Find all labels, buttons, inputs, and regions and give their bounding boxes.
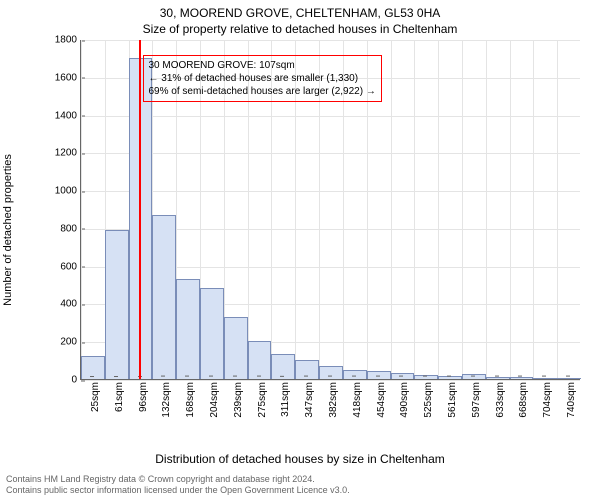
y-tick-label: 1200 xyxy=(55,148,81,159)
gridline-h xyxy=(81,40,580,41)
x-tick-label: 275sqm xyxy=(257,379,268,418)
x-tick-label: 704sqm xyxy=(542,379,553,418)
x-tick-label: 525sqm xyxy=(423,379,434,418)
y-tick-label: 0 xyxy=(71,375,81,386)
histogram-bar xyxy=(105,230,129,379)
y-tick-label: 200 xyxy=(60,337,81,348)
gridline-v xyxy=(486,40,487,379)
footer-attribution: Contains HM Land Registry data © Crown c… xyxy=(6,474,350,497)
x-tick-label: 61sqm xyxy=(114,379,125,412)
x-tick-label: 740sqm xyxy=(566,379,577,418)
y-tick-label: 1600 xyxy=(55,72,81,83)
x-tick-label: 311sqm xyxy=(280,379,291,417)
x-tick-label: 418sqm xyxy=(352,379,363,418)
annotation-line: ← 31% of detached houses are smaller (1,… xyxy=(149,72,376,85)
annotation-box: 30 MOOREND GROVE: 107sqm← 31% of detache… xyxy=(143,55,382,102)
x-tick-label: 668sqm xyxy=(518,379,529,418)
footer-line: Contains HM Land Registry data © Crown c… xyxy=(6,474,350,485)
gridline-v xyxy=(414,40,415,379)
chart-area: Number of detached properties 0200400600… xyxy=(50,40,590,420)
x-tick-label: 382sqm xyxy=(328,379,339,418)
annotation-line: 69% of semi-detached houses are larger (… xyxy=(149,85,376,98)
y-tick-label: 800 xyxy=(60,223,81,234)
histogram-bar xyxy=(129,58,153,379)
histogram-bar xyxy=(200,288,224,379)
gridline-v xyxy=(391,40,392,379)
chart-title-main: 30, MOOREND GROVE, CHELTENHAM, GL53 0HA xyxy=(0,0,600,20)
x-tick-label: 633sqm xyxy=(495,379,506,418)
histogram-bar xyxy=(343,370,367,379)
x-tick-label: 25sqm xyxy=(90,379,101,412)
x-tick-label: 239sqm xyxy=(233,379,244,418)
y-tick-label: 1000 xyxy=(55,186,81,197)
x-tick-label: 490sqm xyxy=(399,379,410,418)
x-tick-label: 132sqm xyxy=(161,379,172,418)
x-tick-label: 597sqm xyxy=(471,379,482,418)
y-axis-label: Number of detached properties xyxy=(2,154,14,306)
histogram-bar xyxy=(152,215,176,379)
histogram-bar xyxy=(367,371,391,380)
gridline-v xyxy=(510,40,511,379)
reference-line xyxy=(139,40,141,379)
x-tick-label: 168sqm xyxy=(185,379,196,418)
chart-title-sub: Size of property relative to detached ho… xyxy=(0,20,600,40)
x-tick-label: 96sqm xyxy=(138,379,149,412)
y-tick-label: 1400 xyxy=(55,110,81,121)
x-tick-label: 347sqm xyxy=(304,379,315,418)
histogram-bar xyxy=(319,366,343,379)
gridline-v xyxy=(81,40,82,379)
histogram-bar xyxy=(176,279,200,379)
histogram-bar xyxy=(248,341,272,379)
gridline-v xyxy=(438,40,439,379)
gridline-v xyxy=(533,40,534,379)
plot-area: 02004006008001000120014001600180025sqm61… xyxy=(80,40,580,380)
x-tick-label: 561sqm xyxy=(447,379,458,418)
gridline-v xyxy=(557,40,558,379)
gridline-h xyxy=(81,153,580,154)
y-tick-label: 400 xyxy=(60,299,81,310)
footer-line: Contains public sector information licen… xyxy=(6,485,350,496)
annotation-line: 30 MOOREND GROVE: 107sqm xyxy=(149,59,376,72)
gridline-v xyxy=(462,40,463,379)
x-axis-label: Distribution of detached houses by size … xyxy=(0,452,600,466)
gridline-h xyxy=(81,116,580,117)
x-tick-label: 204sqm xyxy=(209,379,220,418)
y-tick-label: 1800 xyxy=(55,35,81,46)
histogram-bar xyxy=(224,317,248,379)
gridline-h xyxy=(81,191,580,192)
x-tick-label: 454sqm xyxy=(376,379,387,418)
y-tick-label: 600 xyxy=(60,261,81,272)
